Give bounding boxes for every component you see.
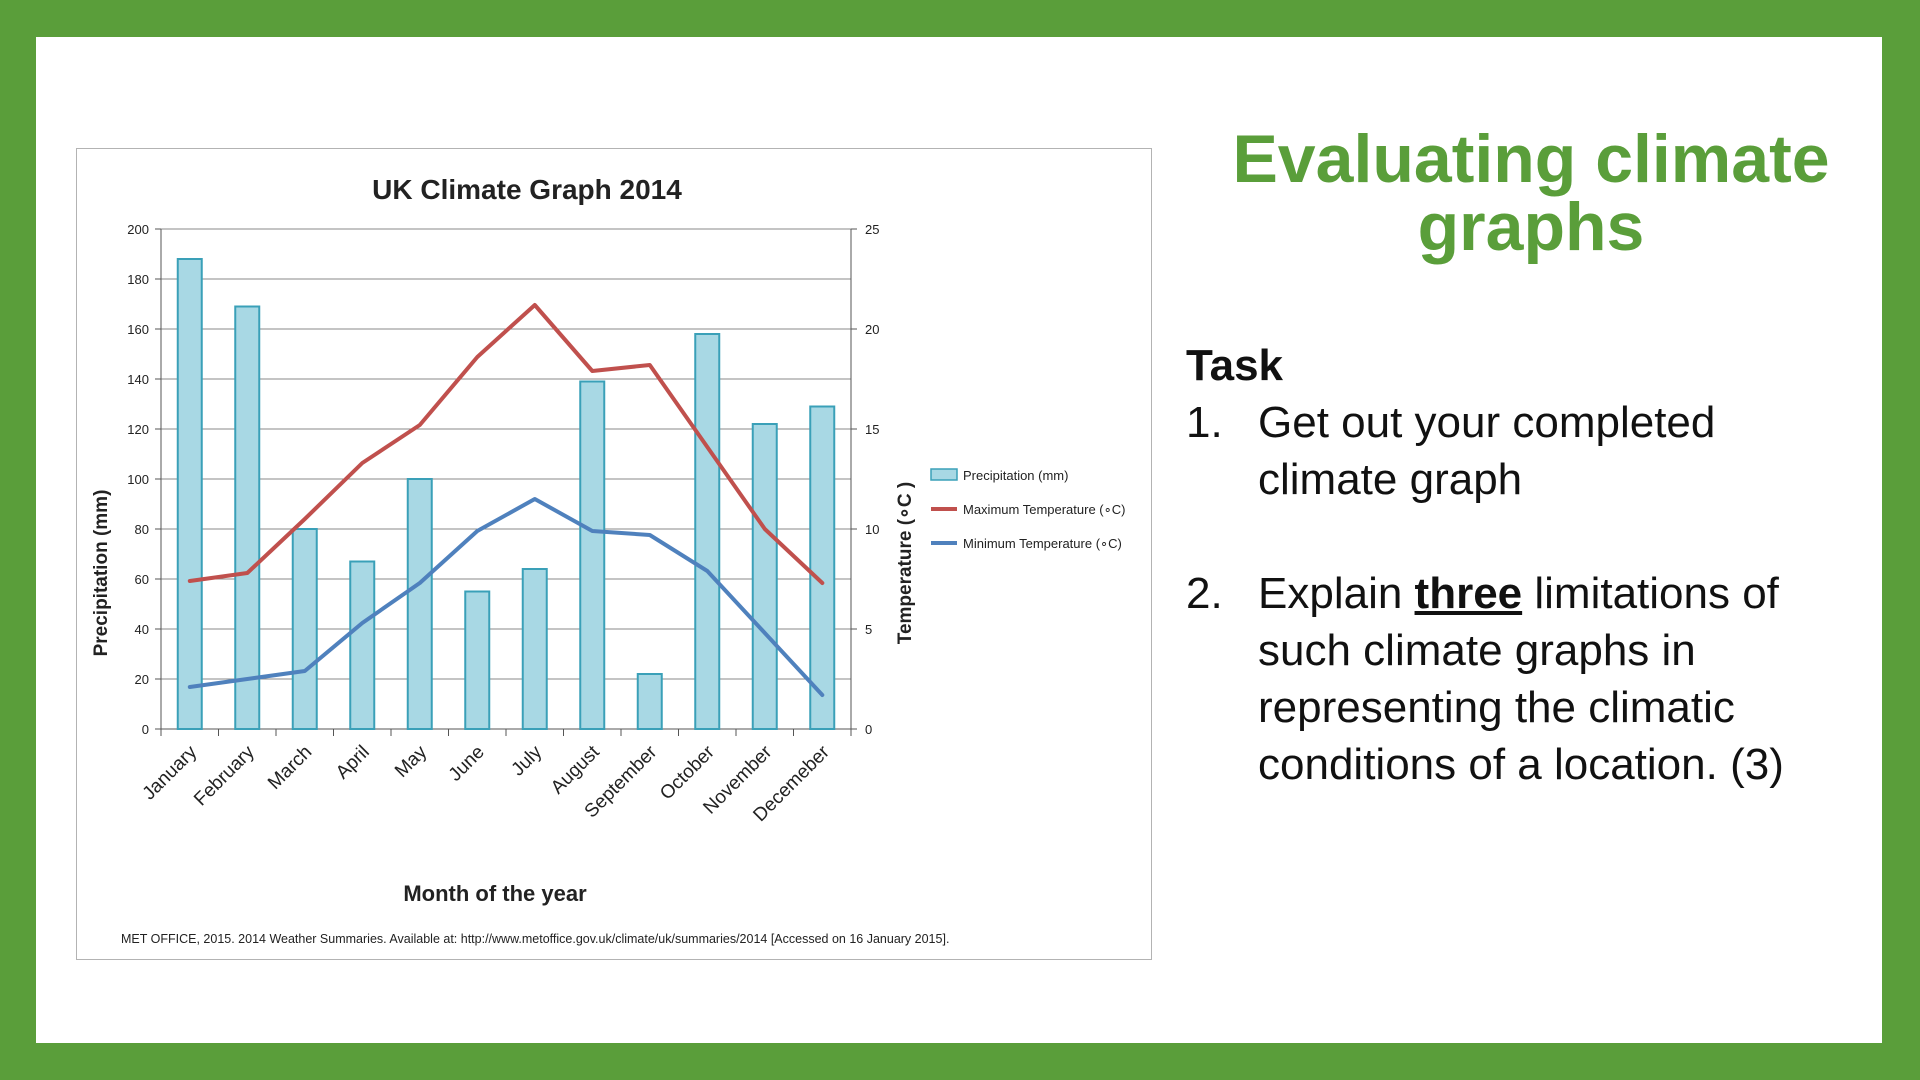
precipitation-bar — [521, 568, 548, 730]
y-axis-title: Precipitation (mm) — [91, 490, 112, 657]
source-citation: MET OFFICE, 2015. 2014 Weather Summaries… — [121, 932, 949, 946]
slide-title: Evaluating climate graphs — [1232, 121, 1830, 265]
precipitation-bar — [809, 405, 836, 730]
task-item-emphasis: three — [1414, 569, 1523, 618]
x-tick-label: June — [445, 742, 489, 786]
task-item-2: 2. Explain three limitations of such cli… — [1186, 565, 1866, 793]
task-item-text: Get out your completed climate graph — [1258, 398, 1716, 504]
task-item-1: 1. Get out your completed climate graph — [1186, 394, 1866, 508]
y-tick-label: 200 — [127, 222, 149, 237]
task-item-text-before: Explain — [1258, 569, 1415, 618]
precipitation-bar — [291, 528, 318, 730]
precipitation-bar — [349, 560, 376, 730]
precipitation-bar — [579, 380, 606, 730]
y-tick-label: 80 — [135, 522, 149, 537]
max-temperature-line — [187, 303, 825, 585]
y-tick-label: 20 — [135, 672, 149, 687]
precipitation-bar — [751, 423, 778, 730]
task-item-number: 1. — [1186, 398, 1223, 447]
legend-label: Maximum Temperature (∘C) — [963, 502, 1126, 517]
task-item-text-after: limitations of such climate graphs in re… — [1258, 569, 1784, 789]
y2-tick-label: 0 — [865, 722, 872, 737]
task-list: 1. Get out your completed climate graph … — [1186, 394, 1866, 793]
y-tick-label: 0 — [142, 722, 149, 737]
x-tick-label: February — [190, 741, 259, 810]
y-tick-label: 160 — [127, 322, 149, 337]
task-item-number: 2. — [1186, 569, 1223, 618]
legend-label: Minimum Temperature (∘C) — [963, 536, 1122, 551]
y2-tick-label: 10 — [865, 522, 879, 537]
precipitation-bar — [176, 258, 203, 730]
x-tick-label: March — [264, 742, 316, 794]
y-tick-label: 120 — [127, 422, 149, 437]
y-tick-label: 40 — [135, 622, 149, 637]
precipitation-bar — [694, 333, 721, 730]
precipitation-bar — [636, 673, 663, 730]
x-tick-label: May — [391, 741, 432, 782]
chart-title: UK Climate Graph 2014 — [372, 174, 682, 205]
x-tick-label: July — [508, 741, 547, 780]
x-tick-label: April — [332, 742, 374, 784]
y2-tick-label: 25 — [865, 222, 879, 237]
slide: UK Climate Graph 2014 Month of the year … — [36, 37, 1882, 1043]
y2-tick-label: 20 — [865, 322, 879, 337]
legend-swatch-precipitation — [930, 468, 958, 481]
task-panel: Task 1. Get out your completed climate g… — [1186, 337, 1866, 793]
y2-axis-title: Temperature (∘C ) — [895, 482, 916, 645]
y-tick-label: 140 — [127, 372, 149, 387]
legend-label: Precipitation (mm) — [963, 468, 1068, 483]
y2-tick-label: 15 — [865, 422, 879, 437]
chart-canvas: UK Climate Graph 2014 Month of the year … — [91, 174, 1126, 946]
climate-chart: UK Climate Graph 2014 Month of the year … — [76, 148, 1152, 960]
x-axis-title: Month of the year — [403, 881, 587, 906]
precipitation-bar — [406, 478, 433, 730]
task-heading: Task — [1186, 341, 1284, 390]
y-tick-label: 60 — [135, 572, 149, 587]
y-tick-label: 100 — [127, 472, 149, 487]
y-tick-label: 180 — [127, 272, 149, 287]
precipitation-bar — [234, 305, 261, 730]
x-tick-label: August — [547, 741, 604, 798]
y2-tick-label: 5 — [865, 622, 872, 637]
precipitation-bar — [464, 590, 491, 730]
min-temperature-line — [187, 497, 825, 697]
